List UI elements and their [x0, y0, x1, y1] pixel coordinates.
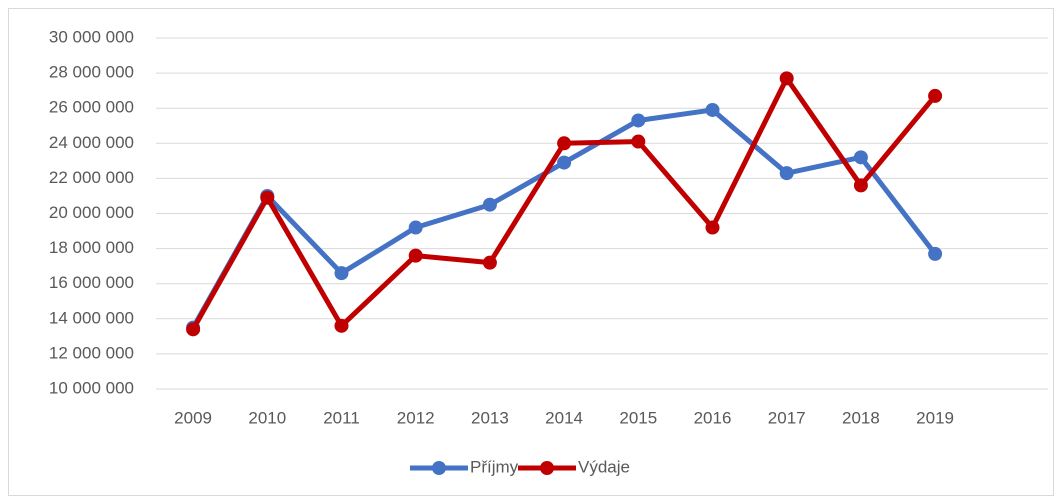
- x-tick-label: 2009: [174, 408, 212, 427]
- x-tick-label: 2011: [323, 408, 360, 427]
- x-tick-label: 2018: [842, 408, 880, 427]
- x-tick-label: 2017: [768, 408, 806, 427]
- data-point: [853, 178, 868, 193]
- data-point: [408, 248, 423, 263]
- x-tick-label: 2014: [545, 408, 583, 427]
- legend-label: Výdaje: [578, 457, 630, 476]
- y-tick-label: 28 000 000: [49, 63, 134, 82]
- y-tick-label: 20 000 000: [49, 203, 134, 222]
- data-point: [334, 318, 349, 333]
- data-point: [928, 246, 943, 261]
- y-tick-label: 14 000 000: [49, 308, 134, 327]
- x-tick-label: 2012: [397, 408, 435, 427]
- chart-frame: [8, 8, 1054, 496]
- legend-label: Příjmy: [470, 457, 519, 476]
- data-point: [334, 266, 349, 281]
- y-tick-label: 24 000 000: [49, 133, 134, 152]
- data-point: [631, 113, 646, 128]
- y-tick-label: 16 000 000: [49, 273, 134, 292]
- x-tick-label: 2010: [248, 408, 286, 427]
- data-point: [186, 322, 201, 337]
- x-tick-label: 2016: [694, 408, 732, 427]
- data-point: [779, 166, 794, 181]
- data-point: [260, 190, 275, 205]
- legend-marker: [540, 461, 554, 475]
- y-tick-label: 22 000 000: [49, 168, 134, 187]
- y-tick-label: 26 000 000: [49, 98, 134, 117]
- x-tick-label: 2015: [619, 408, 657, 427]
- x-tick-label: 2013: [471, 408, 509, 427]
- y-tick-label: 12 000 000: [49, 343, 134, 362]
- data-point: [705, 102, 720, 117]
- legend-marker: [432, 461, 446, 475]
- data-point: [779, 71, 794, 86]
- data-point: [482, 255, 497, 270]
- data-point: [631, 134, 646, 149]
- y-tick-label: 10 000 000: [49, 378, 134, 397]
- data-point: [408, 220, 423, 235]
- data-point: [705, 220, 720, 235]
- data-point: [928, 88, 943, 103]
- y-tick-label: 30 000 000: [49, 27, 134, 46]
- x-tick-label: 2019: [916, 408, 954, 427]
- y-tick-label: 18 000 000: [49, 238, 134, 257]
- data-point: [557, 155, 572, 170]
- data-point: [482, 197, 497, 212]
- data-point: [557, 136, 572, 151]
- data-point: [853, 150, 868, 165]
